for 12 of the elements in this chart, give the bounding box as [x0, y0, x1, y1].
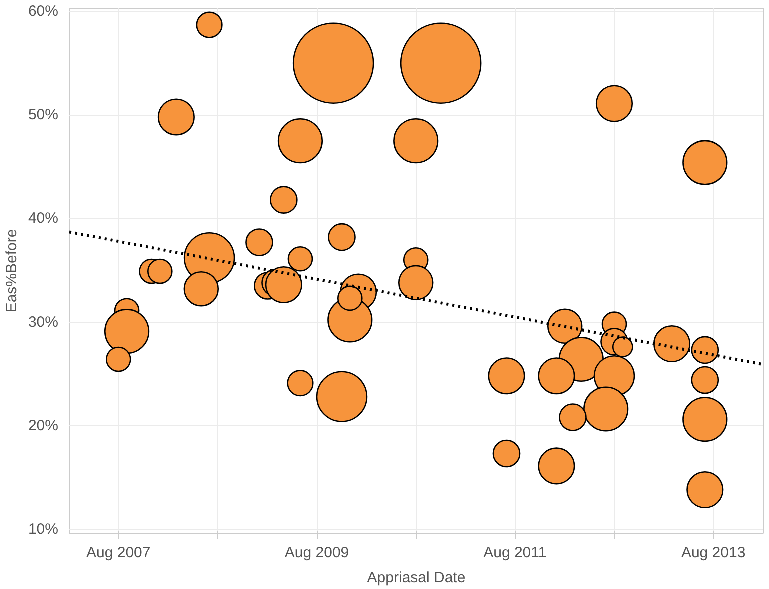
y-tick-label: 60% — [28, 3, 59, 20]
y-tick-label: 10% — [28, 520, 59, 538]
y-tick-label: 50% — [28, 106, 59, 124]
x-tick-label: Aug 2011 — [484, 544, 547, 562]
y-axis-title: Eas%Before — [3, 229, 20, 313]
x-axis-title: Appriasal Date — [367, 570, 466, 586]
x-tick-label: Aug 2007 — [86, 544, 151, 562]
y-tick-label: 40% — [28, 210, 59, 228]
y-tick-label: 30% — [28, 314, 59, 331]
y-tick-label: 20% — [28, 417, 59, 434]
x-tick-label: Aug 2009 — [284, 544, 350, 562]
x-tick-label: Aug 2013 — [681, 544, 746, 562]
